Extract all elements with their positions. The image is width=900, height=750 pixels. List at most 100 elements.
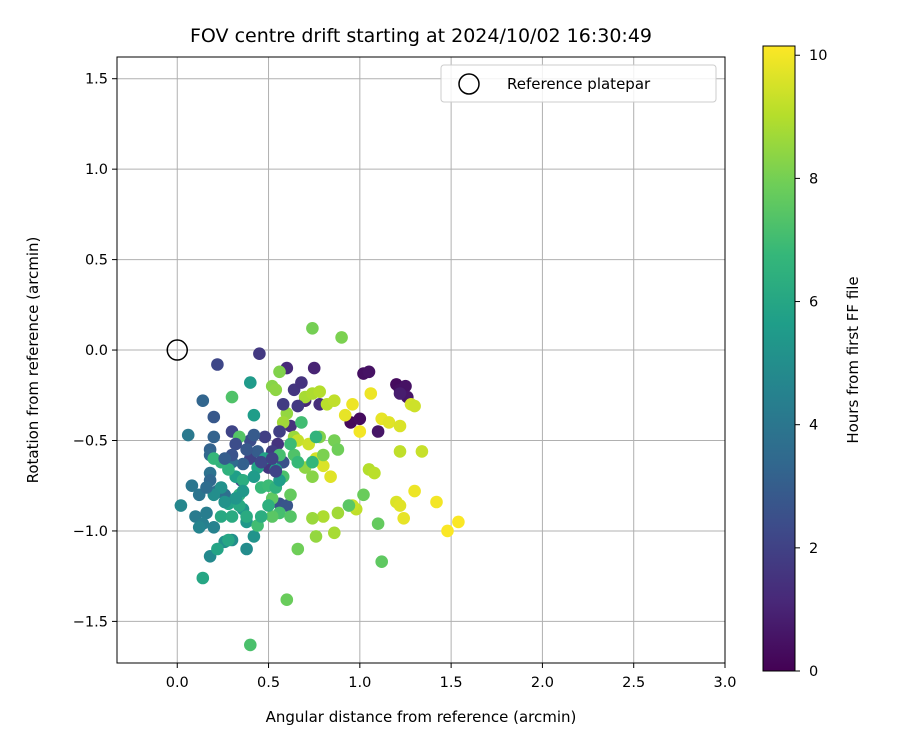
chart-title: FOV centre drift starting at 2024/10/02 … (190, 25, 652, 47)
data-point (371, 517, 385, 530)
data-point (247, 530, 261, 543)
data-point (393, 387, 407, 400)
data-point (393, 419, 407, 433)
data-point (357, 488, 370, 502)
data-point (368, 466, 381, 480)
data-point (382, 416, 396, 429)
data-point (244, 638, 257, 652)
data-point (196, 394, 210, 408)
data-point (222, 533, 235, 547)
data-point (313, 385, 327, 399)
y-tick-label: 0.5 (85, 253, 108, 269)
data-point (295, 376, 308, 389)
x-tick-label: 0.5 (257, 675, 280, 691)
y-tick-label: −1.0 (73, 524, 108, 540)
x-tick-label: 1.5 (440, 675, 463, 691)
data-point (295, 416, 308, 429)
data-point (291, 399, 305, 413)
plot-frame (116, 56, 726, 664)
legend-box (440, 64, 717, 103)
data-point (362, 365, 376, 379)
data-point (364, 387, 378, 400)
data-point (415, 445, 429, 458)
data-point (276, 398, 290, 411)
data-point (253, 347, 266, 361)
colorbar-tick-label: 4 (809, 418, 818, 434)
data-point (353, 412, 367, 426)
data-point (273, 365, 286, 379)
data-point (284, 510, 297, 523)
data-point (265, 452, 279, 465)
data-point (240, 542, 253, 556)
data-point (236, 457, 250, 471)
x-tick-label: 2.0 (531, 675, 554, 691)
colorbar-tick-label: 10 (809, 48, 827, 64)
data-point (441, 524, 454, 538)
data-point (306, 512, 319, 525)
colorbar-tick-label: 8 (809, 171, 818, 187)
colorbar-tick-label: 2 (809, 541, 818, 557)
data-point (375, 555, 389, 568)
data-point (218, 495, 231, 509)
x-tick-label: 0.0 (166, 675, 189, 691)
data-point (346, 398, 359, 411)
data-point (240, 443, 253, 456)
data-point (353, 425, 367, 438)
data-point (244, 376, 257, 389)
data-point (207, 430, 221, 444)
data-point (284, 437, 297, 451)
data-point (247, 470, 261, 484)
data-point (291, 542, 305, 556)
data-point (331, 506, 345, 520)
x-tick-label: 2.5 (622, 675, 645, 691)
data-point (200, 506, 213, 520)
data-point (430, 495, 443, 509)
data-point (207, 410, 221, 424)
y-tick-label: 1.5 (85, 72, 108, 88)
data-point (371, 425, 385, 438)
data-point (408, 399, 421, 413)
data-point (207, 521, 221, 534)
data-point (324, 470, 337, 484)
legend: Reference platepar (440, 64, 717, 103)
data-point (200, 481, 213, 494)
data-point (284, 488, 297, 502)
y-tick-label: 1.0 (85, 162, 108, 178)
y-tick-label: −0.5 (73, 433, 108, 449)
data-point (317, 448, 330, 462)
data-point (229, 492, 242, 505)
y-axis-title: Rotation from reference (arcmin) (24, 237, 42, 484)
data-point (306, 322, 319, 335)
data-point (397, 512, 411, 525)
data-point (192, 521, 206, 534)
data-point (317, 510, 330, 523)
data-point (306, 470, 319, 484)
x-tick-label: 1.0 (348, 675, 371, 691)
data-point (211, 542, 224, 556)
data-point (254, 455, 268, 469)
data-point (408, 484, 421, 498)
data-point (393, 499, 407, 512)
colorbar-tick-label: 0 (809, 664, 818, 680)
data-point (328, 394, 341, 408)
data-point (225, 510, 239, 523)
data-point (225, 390, 239, 404)
data-point (240, 510, 253, 523)
reference-marker (166, 339, 189, 361)
data-point (207, 452, 221, 465)
data-point (309, 430, 323, 444)
data-point (269, 465, 283, 478)
data-point (262, 499, 275, 512)
data-point (335, 331, 348, 344)
data-point (452, 515, 465, 529)
colorbar-gradient (762, 45, 796, 672)
colorbar-tick-label: 6 (809, 295, 818, 311)
data-point (196, 571, 210, 585)
data-point (331, 443, 345, 456)
data-point (273, 425, 286, 438)
x-axis-title: Angular distance from reference (arcmin) (266, 708, 577, 726)
data-point (265, 510, 279, 523)
data-points (174, 322, 465, 652)
data-point (280, 593, 294, 606)
